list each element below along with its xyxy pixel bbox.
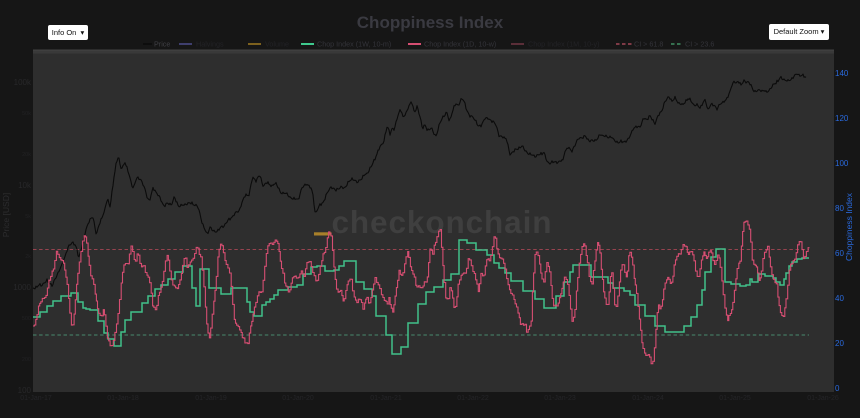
svg-text:Halvings: Halvings: [196, 40, 224, 49]
svg-text:100: 100: [18, 386, 32, 395]
svg-text:200: 200: [22, 357, 31, 363]
svg-text:Price [USD]: Price [USD]: [1, 193, 11, 237]
svg-text:120: 120: [835, 114, 849, 123]
svg-text:60: 60: [835, 249, 844, 258]
svg-text:80: 80: [835, 204, 844, 213]
svg-text:1000: 1000: [13, 283, 31, 292]
svg-text:Chop Index (1D, 10-w): Chop Index (1D, 10-w): [424, 40, 496, 49]
svg-text:100: 100: [835, 159, 849, 168]
svg-text:01-Jan-23: 01-Jan-23: [544, 395, 576, 402]
svg-text:Chop Index (1W, 10-m): Chop Index (1W, 10-m): [317, 40, 391, 49]
svg-text:01-Jan-22: 01-Jan-22: [457, 395, 489, 402]
svg-text:CI > 23.6: CI > 23.6: [685, 40, 714, 49]
svg-text:Choppiness Index: Choppiness Index: [844, 192, 854, 261]
svg-text:CI > 61.8: CI > 61.8: [634, 40, 663, 49]
svg-text:5k: 5k: [25, 214, 31, 220]
svg-text:Price: Price: [154, 40, 170, 49]
svg-text:01-Jan-20: 01-Jan-20: [282, 395, 314, 402]
svg-text:100k: 100k: [14, 78, 32, 87]
svg-text:Chop Index (1M, 10-y): Chop Index (1M, 10-y): [528, 40, 600, 49]
svg-text:140: 140: [835, 69, 849, 78]
svg-text:2k: 2k: [25, 254, 31, 260]
svg-text:10k: 10k: [18, 181, 32, 190]
svg-text:0: 0: [835, 384, 840, 393]
svg-text:01-Jan-17: 01-Jan-17: [20, 395, 52, 402]
svg-text:01-Jan-26: 01-Jan-26: [807, 395, 839, 402]
svg-text:50k: 50k: [22, 111, 31, 117]
svg-text:Volume: Volume: [265, 40, 289, 49]
svg-text:01-Jan-18: 01-Jan-18: [107, 395, 139, 402]
svg-text:01-Jan-19: 01-Jan-19: [195, 395, 227, 402]
svg-text:20k: 20k: [22, 152, 31, 158]
svg-text:500: 500: [22, 316, 31, 322]
svg-text:20: 20: [835, 339, 844, 348]
svg-text:01-Jan-25: 01-Jan-25: [719, 395, 751, 402]
svg-text:01-Jan-21: 01-Jan-21: [370, 395, 402, 402]
svg-text:40: 40: [835, 294, 844, 303]
svg-text:01-Jan-24: 01-Jan-24: [632, 395, 664, 402]
